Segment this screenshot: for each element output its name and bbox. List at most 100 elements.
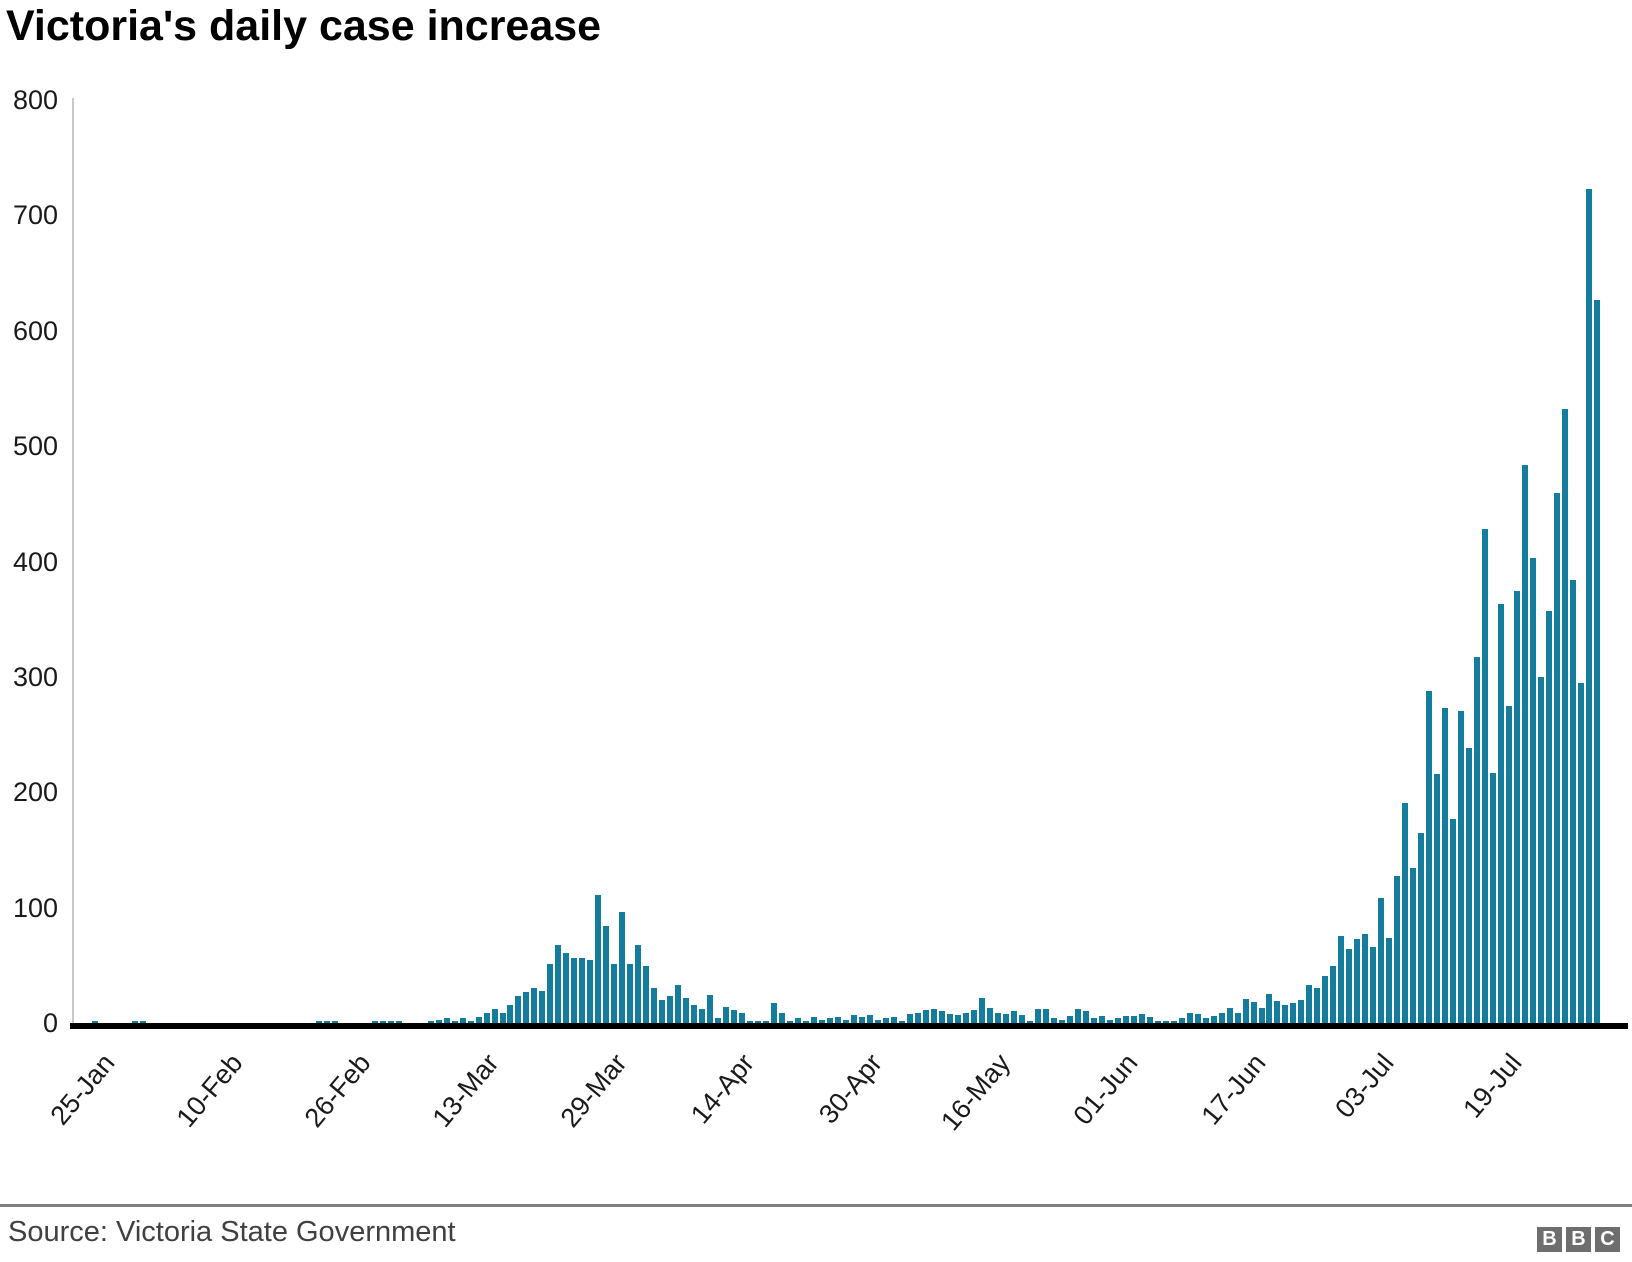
bar xyxy=(1394,876,1401,1023)
bar xyxy=(1114,1018,1121,1023)
bar xyxy=(1450,819,1457,1023)
bar xyxy=(371,1021,378,1023)
bar xyxy=(867,1015,873,1023)
y-axis-tick-label: 100 xyxy=(12,893,58,923)
bar xyxy=(563,953,570,1023)
bar xyxy=(1562,409,1568,1023)
bar xyxy=(946,1014,953,1023)
bar xyxy=(827,1018,833,1023)
bar xyxy=(1410,868,1417,1023)
bar xyxy=(1266,994,1273,1023)
bar xyxy=(1026,1021,1033,1023)
y-axis-line xyxy=(72,98,74,1023)
bar xyxy=(1418,833,1425,1023)
bar xyxy=(659,1000,666,1023)
bar xyxy=(451,1021,458,1023)
bar xyxy=(1226,1008,1233,1023)
bar xyxy=(1338,936,1345,1023)
bar xyxy=(1282,1005,1289,1023)
bar xyxy=(707,995,714,1023)
bar xyxy=(1258,1008,1265,1023)
bar xyxy=(1106,1020,1113,1023)
bar xyxy=(683,998,690,1023)
source-text: Source: Victoria State Government xyxy=(8,1216,456,1248)
bar xyxy=(675,985,682,1023)
bar xyxy=(1594,300,1600,1023)
bar xyxy=(906,1014,913,1023)
bar xyxy=(1362,934,1369,1023)
bar xyxy=(1202,1018,1209,1023)
bar xyxy=(1586,189,1592,1023)
x-axis-tick-label: 10-Feb xyxy=(170,1048,249,1133)
bar xyxy=(1490,773,1497,1023)
bar xyxy=(986,1008,993,1023)
bar xyxy=(467,1021,474,1023)
y-axis-tick-label: 300 xyxy=(12,662,58,692)
bar xyxy=(1554,493,1561,1023)
x-axis-tick-label: 30-Apr xyxy=(812,1048,888,1130)
bar xyxy=(1378,898,1385,1023)
bar xyxy=(139,1021,146,1023)
bar xyxy=(1314,988,1321,1023)
bar xyxy=(571,958,578,1023)
bar xyxy=(1210,1016,1217,1023)
bar xyxy=(1154,1021,1161,1023)
bar xyxy=(395,1021,402,1023)
bar xyxy=(1050,1018,1057,1023)
bar xyxy=(843,1020,849,1023)
bar xyxy=(859,1017,865,1023)
bar xyxy=(1434,774,1441,1023)
bar xyxy=(898,1021,905,1023)
y-axis-tick-label: 700 xyxy=(12,200,58,230)
bar xyxy=(1162,1021,1169,1023)
bar xyxy=(1098,1016,1105,1023)
bar xyxy=(1002,1014,1009,1023)
bar xyxy=(619,912,626,1023)
bar xyxy=(811,1017,817,1023)
bar xyxy=(1218,1013,1225,1023)
bar xyxy=(755,1021,762,1023)
bar xyxy=(1578,683,1584,1023)
bar xyxy=(1138,1014,1145,1023)
bar xyxy=(851,1015,857,1023)
bar xyxy=(731,1010,738,1023)
x-axis-tick-label: 13-Mar xyxy=(426,1048,505,1133)
bar xyxy=(131,1021,138,1023)
bar xyxy=(459,1018,466,1023)
bar xyxy=(379,1021,386,1023)
bar xyxy=(531,988,538,1023)
bar xyxy=(1426,691,1433,1023)
bar xyxy=(978,998,985,1023)
bar xyxy=(1386,938,1393,1023)
bar xyxy=(443,1018,450,1023)
bar xyxy=(875,1020,881,1023)
bar xyxy=(1474,657,1481,1023)
bar xyxy=(1066,1016,1073,1023)
bar xyxy=(883,1018,889,1023)
bar xyxy=(739,1013,746,1023)
y-axis-tick-label: 200 xyxy=(12,777,58,807)
plot-area xyxy=(75,95,1623,1023)
bar xyxy=(954,1015,961,1023)
bar xyxy=(1482,529,1489,1023)
x-axis-tick-label: 19-Jul xyxy=(1456,1048,1528,1124)
bar xyxy=(1514,591,1521,1023)
bar xyxy=(1122,1016,1129,1023)
bar xyxy=(1170,1021,1177,1023)
bar xyxy=(1242,999,1249,1023)
bar xyxy=(1074,1009,1081,1023)
bar xyxy=(491,1009,498,1023)
bar xyxy=(787,1021,794,1023)
bar xyxy=(914,1013,921,1023)
bar xyxy=(763,1021,770,1023)
bar xyxy=(962,1013,969,1023)
bar xyxy=(1178,1018,1185,1023)
bar xyxy=(819,1020,825,1023)
bar xyxy=(1274,1001,1281,1023)
bar xyxy=(547,964,554,1023)
bar xyxy=(1466,748,1473,1023)
bar xyxy=(715,1018,722,1023)
bar xyxy=(387,1021,394,1023)
bar xyxy=(835,1017,841,1023)
